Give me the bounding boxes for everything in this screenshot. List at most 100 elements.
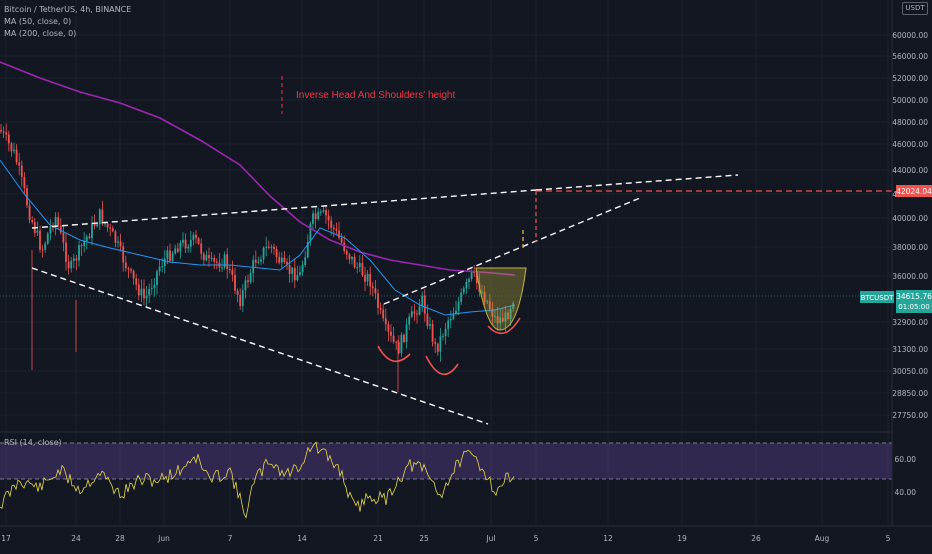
candle-body [197,238,200,244]
symbol-tag [860,291,894,303]
candle-body [166,250,169,259]
candle-body [384,318,387,325]
candle-body [296,275,299,281]
time-tick-label: 5 [886,534,891,543]
currency-label[interactable]: USDT [902,2,928,15]
candle-body [158,266,161,272]
candle-body [200,243,203,254]
ma50-line [0,159,516,316]
candle-body [153,284,156,289]
candle-body [507,312,509,320]
candle-body [176,248,179,252]
candle-body [85,236,88,241]
candle-body [221,267,223,269]
candle-body [65,242,67,262]
candle-body [444,328,447,337]
candle-body [7,134,10,144]
candle-body [119,241,122,247]
candle-body [369,273,372,287]
time-tick-label: 21 [373,534,383,543]
candle-body [72,258,75,261]
candle-body [265,246,268,248]
candle-body [205,255,208,261]
candle-body [449,318,452,321]
candle-body [353,256,356,268]
price-tick-label: 44000.00 [892,166,928,175]
candle-body [293,267,296,281]
target-price-tag [896,185,932,197]
left-shoulder-arc [377,345,411,363]
candle-body [156,271,158,285]
candle-body [148,289,151,296]
candle-body [244,280,247,291]
candle-body [208,255,210,259]
candle-body [127,268,130,270]
candle-body [124,262,127,269]
candle-body [202,253,205,261]
candle-body [171,253,174,261]
candle-body [70,260,73,269]
candle-body [426,313,429,326]
cup-shape [475,267,527,331]
candle-body [512,303,515,309]
price-tick-label: 32900.00 [892,318,928,327]
wedge-upper-trendline [31,189,537,229]
candle-body [364,275,366,282]
candle-body [475,272,478,284]
symbol-legend[interactable]: Bitcoin / TetherUS, 4h, BINANCE [4,5,132,14]
candle-body [215,261,218,263]
pattern-drawings [31,76,892,425]
candle-body [374,288,377,294]
candle-body [278,256,281,263]
candle-body [366,273,369,282]
candle-body [91,223,93,239]
candle-body [273,246,275,249]
neckline [383,197,641,305]
head-arc [425,355,459,375]
candle-body [267,246,270,248]
candle-body [49,226,52,234]
candle-body [314,213,317,220]
last-price-tag [896,290,932,313]
price-axis-bg [892,0,932,550]
candle-body [15,149,18,163]
candle-body [304,257,307,265]
candle-body [137,284,140,296]
rsi-tick-label: 40.00 [895,488,917,497]
rsi-legend[interactable]: RSI (14, close) [4,438,62,447]
candle-body [104,223,106,225]
candle-body [182,239,184,243]
candle-body [174,248,177,254]
candle-body [80,245,83,247]
pattern-annotation[interactable]: Inverse Head And Shoulders' height [296,90,456,101]
candle-body [361,263,364,276]
rsi-line [0,441,515,519]
price-tick-label: 31300.00 [892,345,928,354]
time-tick-label: 5 [534,534,539,543]
price-tick-label: 30050.00 [892,367,928,376]
candle-body [395,341,398,343]
candle-body [317,211,320,220]
time-tick-label: 7 [228,534,233,543]
candle-body [423,295,426,314]
candle-body [447,320,450,329]
time-tick-label: Jun [157,534,170,543]
candle-body [184,239,187,249]
ma200-legend[interactable]: MA (200, close, 0) [4,29,77,38]
candle-body [36,230,39,233]
ma50-legend[interactable]: MA (50, close, 0) [4,17,72,26]
candle-body [231,269,234,275]
candle-body [442,336,444,338]
time-tick-label: 28 [115,534,125,543]
candle-body [338,230,340,238]
candle-body [254,259,257,263]
candle-body [101,209,104,224]
price-tick-label: 27750.00 [892,411,928,420]
candle-body [226,254,229,270]
countdown-label: 01:05:00 [898,303,929,311]
candle-body [306,241,309,258]
candle-body [379,307,382,310]
candle-body [455,310,457,314]
